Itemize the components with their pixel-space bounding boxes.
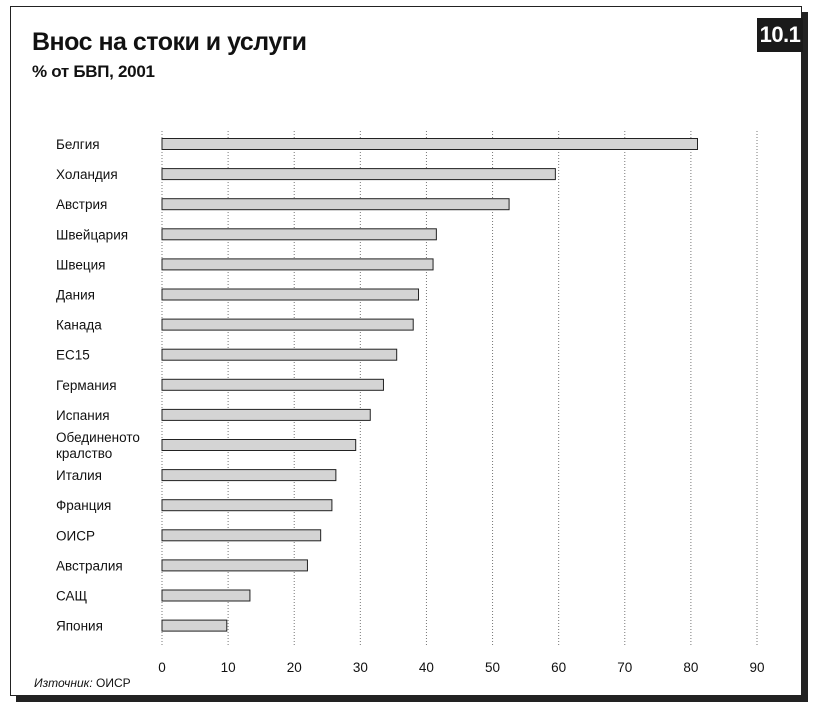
- x-tick-label: 0: [158, 660, 166, 675]
- category-label: САЩ: [56, 589, 87, 604]
- category-label: Франция: [56, 498, 111, 513]
- x-tick-label: 60: [551, 660, 566, 675]
- bar: [161, 589, 251, 602]
- bar: [161, 318, 414, 331]
- x-tick-label: 70: [617, 660, 632, 675]
- bar: [161, 619, 228, 632]
- category-label: Холандия: [56, 167, 118, 182]
- source-note: Източник: ОИСР: [34, 676, 131, 690]
- frame-shadow-bottom: [16, 696, 808, 702]
- category-label: Швейцария: [56, 227, 128, 242]
- bar: [161, 258, 434, 271]
- bar: [161, 138, 698, 150]
- bar: [161, 439, 357, 451]
- source-text: ОИСР: [92, 676, 131, 690]
- category-label: Белгия: [56, 137, 100, 152]
- category-labels: Белгия Холандия Австрия Швейцария Швеция Дани…: [56, 137, 140, 634]
- x-tick-label: 10: [221, 660, 236, 675]
- category-label: Австрия: [56, 197, 107, 212]
- category-label: Австралия: [56, 558, 123, 573]
- chart-title: Внос на стоки и услуги: [32, 28, 307, 56]
- x-tick-labels: 0 10 20 30 40 50 60 70 80 90: [158, 660, 764, 675]
- bar: [161, 499, 333, 512]
- x-tick-label: 50: [485, 660, 500, 675]
- category-label: Япония: [56, 619, 103, 634]
- chart-subtitle: % от БВП, 2001: [32, 62, 155, 81]
- figure-frame: [10, 6, 802, 696]
- bar: [161, 378, 384, 391]
- category-label: Швеция: [56, 257, 106, 272]
- category-label: Италия: [56, 468, 102, 483]
- x-tick-label: 20: [287, 660, 302, 675]
- category-label: Канада: [56, 318, 102, 333]
- bars: [161, 138, 698, 632]
- category-label: ОИСР: [56, 528, 95, 543]
- bar: [161, 168, 556, 181]
- category-label: ЕС15: [56, 348, 90, 363]
- bar: [161, 469, 337, 482]
- bar: [161, 529, 322, 542]
- bar: [161, 228, 437, 241]
- x-tick-label: 90: [749, 660, 764, 675]
- x-tick-label: 80: [683, 660, 698, 675]
- bar: [161, 408, 371, 421]
- bar: [161, 288, 420, 301]
- bar: [161, 198, 510, 211]
- category-label: Дания: [56, 288, 95, 303]
- x-tick-label: 40: [419, 660, 434, 675]
- x-tick-label: 30: [353, 660, 368, 675]
- source-prefix: Източник:: [34, 676, 93, 690]
- category-label: Германия: [56, 378, 117, 393]
- figure-number-badge: 10.1: [757, 18, 803, 52]
- bar: [161, 559, 308, 572]
- category-label: Испания: [56, 408, 110, 423]
- category-label: Обединеното кралство: [56, 430, 140, 461]
- frame-shadow-right: [802, 12, 808, 701]
- bar: [161, 348, 398, 361]
